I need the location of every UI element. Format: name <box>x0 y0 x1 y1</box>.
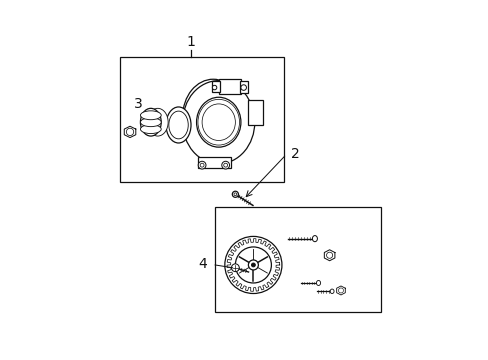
Ellipse shape <box>183 81 254 164</box>
Circle shape <box>126 128 133 136</box>
Polygon shape <box>336 286 345 295</box>
Ellipse shape <box>183 79 243 154</box>
Circle shape <box>224 163 227 167</box>
Circle shape <box>198 161 205 169</box>
Circle shape <box>212 85 216 90</box>
Circle shape <box>233 193 236 196</box>
Ellipse shape <box>196 97 241 147</box>
Circle shape <box>326 252 332 258</box>
Ellipse shape <box>140 125 161 134</box>
Ellipse shape <box>316 280 320 285</box>
Ellipse shape <box>312 235 317 242</box>
Ellipse shape <box>140 108 161 136</box>
Ellipse shape <box>166 107 191 143</box>
Bar <box>120 57 284 182</box>
Text: 4: 4 <box>198 257 206 271</box>
Circle shape <box>224 237 282 293</box>
Ellipse shape <box>140 118 161 127</box>
Ellipse shape <box>147 108 168 136</box>
Bar <box>211 81 220 92</box>
Circle shape <box>235 247 271 283</box>
Polygon shape <box>324 250 334 261</box>
Circle shape <box>241 85 246 90</box>
Ellipse shape <box>168 111 188 139</box>
Circle shape <box>232 191 238 197</box>
Bar <box>214 207 380 312</box>
Bar <box>198 157 231 168</box>
Ellipse shape <box>140 111 161 120</box>
Ellipse shape <box>329 289 333 293</box>
Bar <box>247 100 263 125</box>
Circle shape <box>338 288 343 293</box>
Circle shape <box>200 163 203 167</box>
Text: 2: 2 <box>290 147 299 161</box>
Circle shape <box>251 263 255 267</box>
Circle shape <box>222 161 229 169</box>
Circle shape <box>248 260 258 270</box>
Polygon shape <box>124 126 136 138</box>
Bar <box>239 81 247 93</box>
Text: 3: 3 <box>134 97 142 111</box>
Text: 1: 1 <box>186 35 195 49</box>
FancyBboxPatch shape <box>218 79 241 94</box>
Polygon shape <box>226 239 279 291</box>
Circle shape <box>231 264 239 271</box>
